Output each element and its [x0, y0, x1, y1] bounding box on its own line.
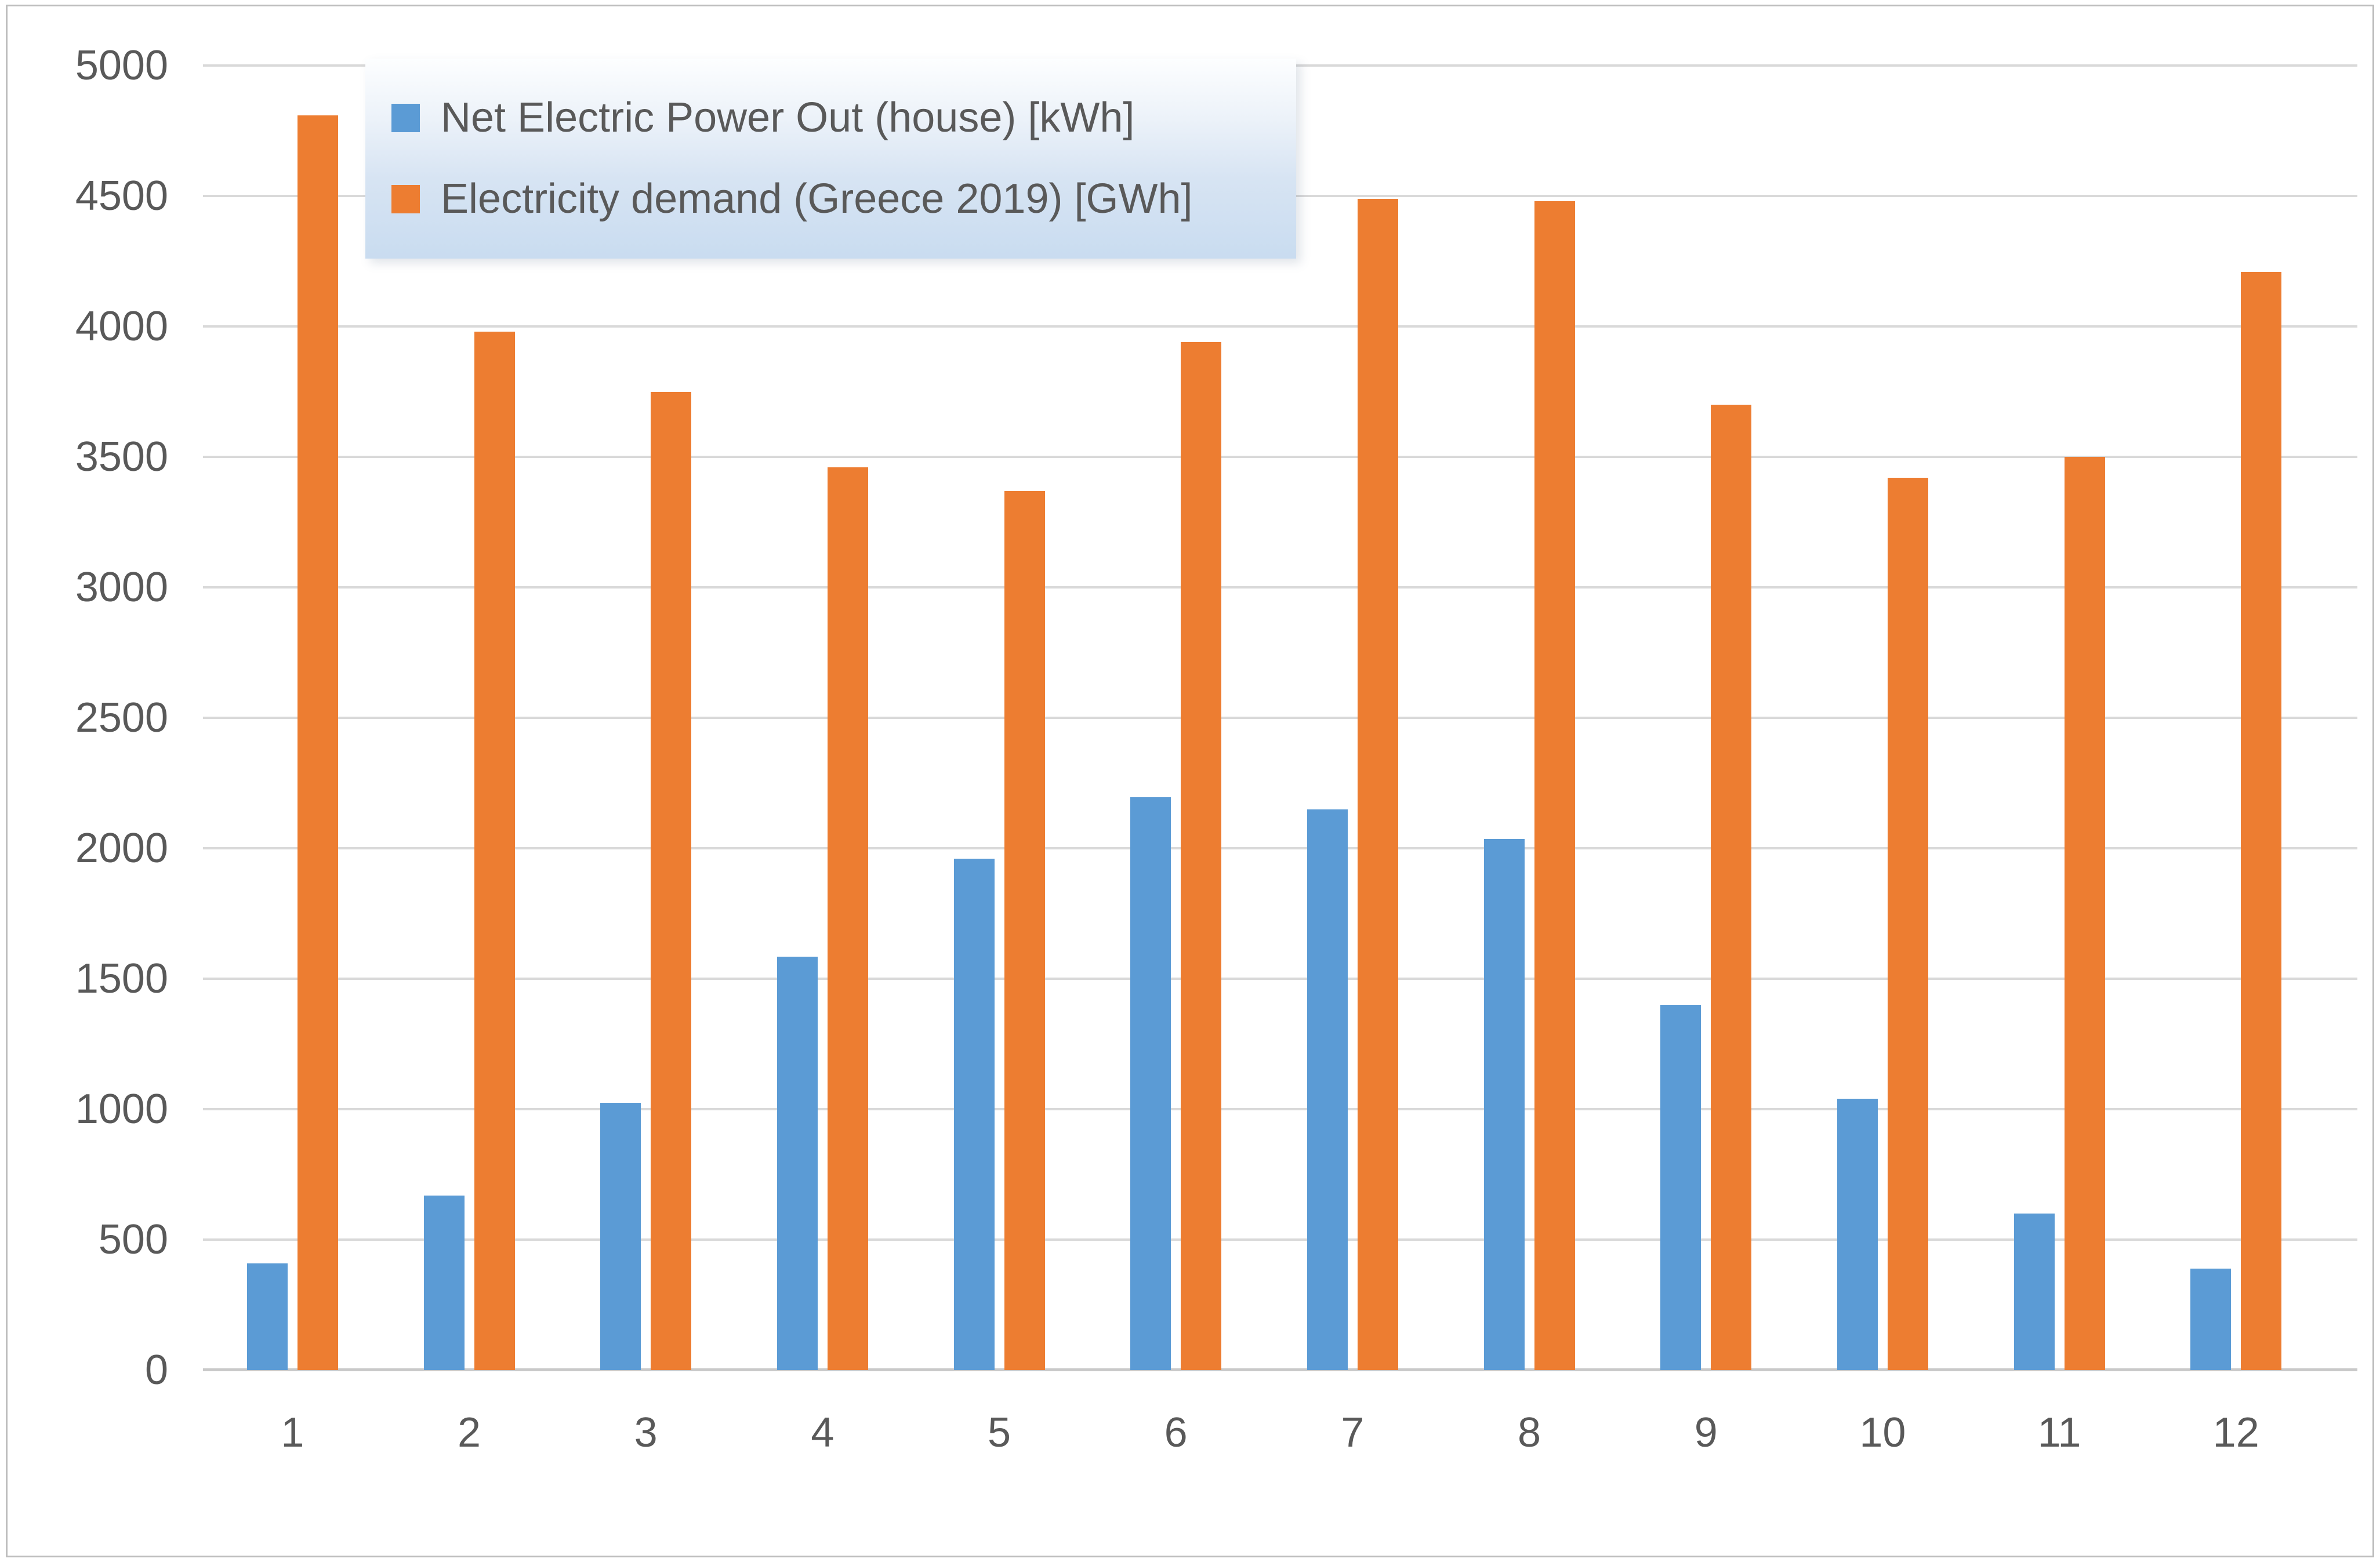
- legend-swatch-orange-icon: [391, 184, 420, 213]
- bar-blue-month-7[interactable]: [1307, 809, 1348, 1370]
- x-tick-label-6: 6: [1164, 1410, 1188, 1456]
- legend-swatch-blue-icon: [391, 104, 420, 133]
- x-tick-label-3: 3: [634, 1410, 658, 1456]
- y-tick-label-500: 500: [98, 1216, 168, 1263]
- legend-label: Net Electric Power Out (house) [kWh]: [441, 94, 1135, 141]
- x-tick-label-4: 4: [811, 1410, 835, 1456]
- bar-orange-month-4[interactable]: [827, 467, 868, 1370]
- bar-orange-month-6[interactable]: [1181, 342, 1222, 1370]
- gridline-1500: [203, 978, 2357, 980]
- bar-group-month-5: [911, 66, 1088, 1370]
- bar-orange-month-2[interactable]: [474, 332, 515, 1370]
- y-tick-label-5000: 5000: [75, 42, 168, 89]
- y-tick-label-1500: 1500: [75, 956, 168, 1002]
- y-tick-label-2500: 2500: [75, 695, 168, 741]
- bar-blue-month-1[interactable]: [246, 1263, 288, 1370]
- bar-orange-month-3[interactable]: [651, 391, 692, 1370]
- legend-item-electricity-demand[interactable]: Electricity demand (Greece 2019) [GWh]: [391, 177, 1296, 221]
- plot-area: [203, 64, 2357, 1371]
- bar-group-month-11: [1971, 66, 2148, 1370]
- x-tick-label-12: 12: [2212, 1410, 2259, 1456]
- y-tick-label-4500: 4500: [75, 173, 168, 219]
- x-tick-label-10: 10: [1859, 1410, 1906, 1456]
- legend-item-net-electric-power[interactable]: Net Electric Power Out (house) [kWh]: [391, 96, 1296, 140]
- bar-group-month-2: [381, 66, 558, 1370]
- x-tick-label-9: 9: [1694, 1410, 1718, 1456]
- y-tick-label-1000: 1000: [75, 1086, 168, 1132]
- gridline-2500: [203, 717, 2357, 719]
- gridline-500: [203, 1238, 2357, 1241]
- y-tick-label-2000: 2000: [75, 825, 168, 871]
- bar-blue-month-9[interactable]: [1660, 1005, 1701, 1370]
- bar-orange-month-9[interactable]: [1711, 405, 1752, 1370]
- bar-blue-month-3[interactable]: [600, 1102, 641, 1370]
- bar-group-month-4: [734, 66, 911, 1370]
- bar-orange-month-12[interactable]: [2241, 271, 2282, 1370]
- bar-group-month-12: [2147, 66, 2324, 1370]
- gridline-3500: [203, 456, 2357, 458]
- x-tick-label-2: 2: [457, 1410, 481, 1456]
- bar-blue-month-4[interactable]: [777, 956, 818, 1370]
- y-tick-label-4000: 4000: [75, 303, 168, 350]
- x-tick-label-5: 5: [988, 1410, 1011, 1456]
- x-axis-line: [203, 1368, 2357, 1371]
- y-axis-labels: 0 500 1000 1500 2000 2500 3000 3500 4000 4500 5000: [0, 45, 174, 1391]
- bar-blue-month-6[interactable]: [1130, 797, 1171, 1370]
- gridline-3000: [203, 586, 2357, 589]
- bar-blue-month-5[interactable]: [953, 859, 995, 1370]
- gridline-2000: [203, 847, 2357, 849]
- x-tick-label-7: 7: [1341, 1410, 1365, 1456]
- bar-group-month-3: [557, 66, 734, 1370]
- bar-blue-month-12[interactable]: [2190, 1268, 2232, 1370]
- bar-blue-month-11[interactable]: [2013, 1214, 2055, 1370]
- bar-group-month-9: [1617, 66, 1794, 1370]
- bar-blue-month-10[interactable]: [1837, 1099, 1878, 1370]
- bar-orange-month-11[interactable]: [2064, 457, 2105, 1370]
- x-axis-labels: 1 2 3 4 5 6 7 8 9 10 11 12: [204, 1412, 2324, 1454]
- bar-group-month-10: [1794, 66, 1971, 1370]
- y-tick-label-3000: 3000: [75, 564, 168, 611]
- bar-group-month-1: [204, 66, 381, 1370]
- legend: Net Electric Power Out (house) [kWh] Ele…: [365, 59, 1296, 259]
- y-tick-label-3500: 3500: [75, 434, 168, 480]
- bar-group-month-7: [1264, 66, 1441, 1370]
- bar-orange-month-8[interactable]: [1534, 201, 1575, 1370]
- gridline-4000: [203, 325, 2357, 328]
- bar-blue-month-2[interactable]: [423, 1195, 465, 1370]
- bars-row: [204, 66, 2324, 1370]
- bar-orange-month-1[interactable]: [297, 115, 338, 1370]
- bar-orange-month-10[interactable]: [1887, 478, 1928, 1370]
- bar-blue-month-8[interactable]: [1483, 839, 1525, 1370]
- x-tick-label-1: 1: [281, 1410, 304, 1456]
- bar-group-month-6: [1087, 66, 1264, 1370]
- y-tick-label-0: 0: [144, 1347, 168, 1393]
- bar-orange-month-5[interactable]: [1004, 491, 1045, 1370]
- bar-group-month-8: [1441, 66, 1618, 1370]
- legend-label: Electricity demand (Greece 2019) [GWh]: [441, 175, 1193, 222]
- x-tick-label-8: 8: [1518, 1410, 1541, 1456]
- bar-orange-month-7[interactable]: [1357, 198, 1398, 1370]
- gridline-1000: [203, 1108, 2357, 1110]
- x-tick-label-11: 11: [2037, 1410, 2081, 1456]
